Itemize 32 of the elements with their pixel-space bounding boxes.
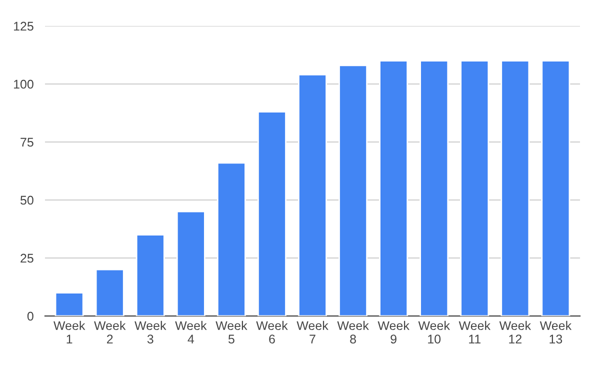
y-tick-label: 25: [20, 254, 34, 263]
y-tick-label: 125: [14, 22, 34, 31]
x-tick-label: Week 13: [540, 320, 572, 344]
bar: [298, 74, 327, 316]
bar: [541, 60, 570, 316]
bar: [136, 234, 165, 316]
x-tick-label: Week 7: [296, 320, 328, 344]
x-tick-label: Week 9: [378, 320, 410, 344]
bar: [420, 60, 449, 316]
x-tick-label: Week 1: [54, 320, 86, 344]
bar: [216, 162, 246, 316]
bar: [257, 111, 286, 316]
bar: [500, 60, 530, 316]
x-tick-label: Week 12: [499, 320, 532, 344]
bar: [338, 64, 368, 316]
y-tick-label: 50: [20, 196, 34, 205]
x-tick-label: Week 8: [337, 320, 369, 344]
y-tick-label: 100: [14, 80, 34, 89]
x-tick-label: Week 6: [256, 320, 288, 344]
y-tick-label: 0: [27, 312, 34, 321]
bar: [176, 210, 206, 316]
bar: [460, 60, 490, 316]
x-tick-label: Week 5: [216, 320, 248, 344]
x-tick-label: Week 11: [458, 320, 491, 344]
bar: [95, 268, 124, 316]
x-tick-label: Week 10: [418, 320, 450, 344]
x-tick-label: Week 3: [134, 320, 166, 344]
bar: [54, 292, 84, 316]
y-tick-label: 75: [20, 138, 34, 147]
x-tick-label: Week 2: [94, 320, 126, 344]
bar: [379, 60, 408, 316]
x-tick-label: Week 4: [175, 320, 207, 344]
